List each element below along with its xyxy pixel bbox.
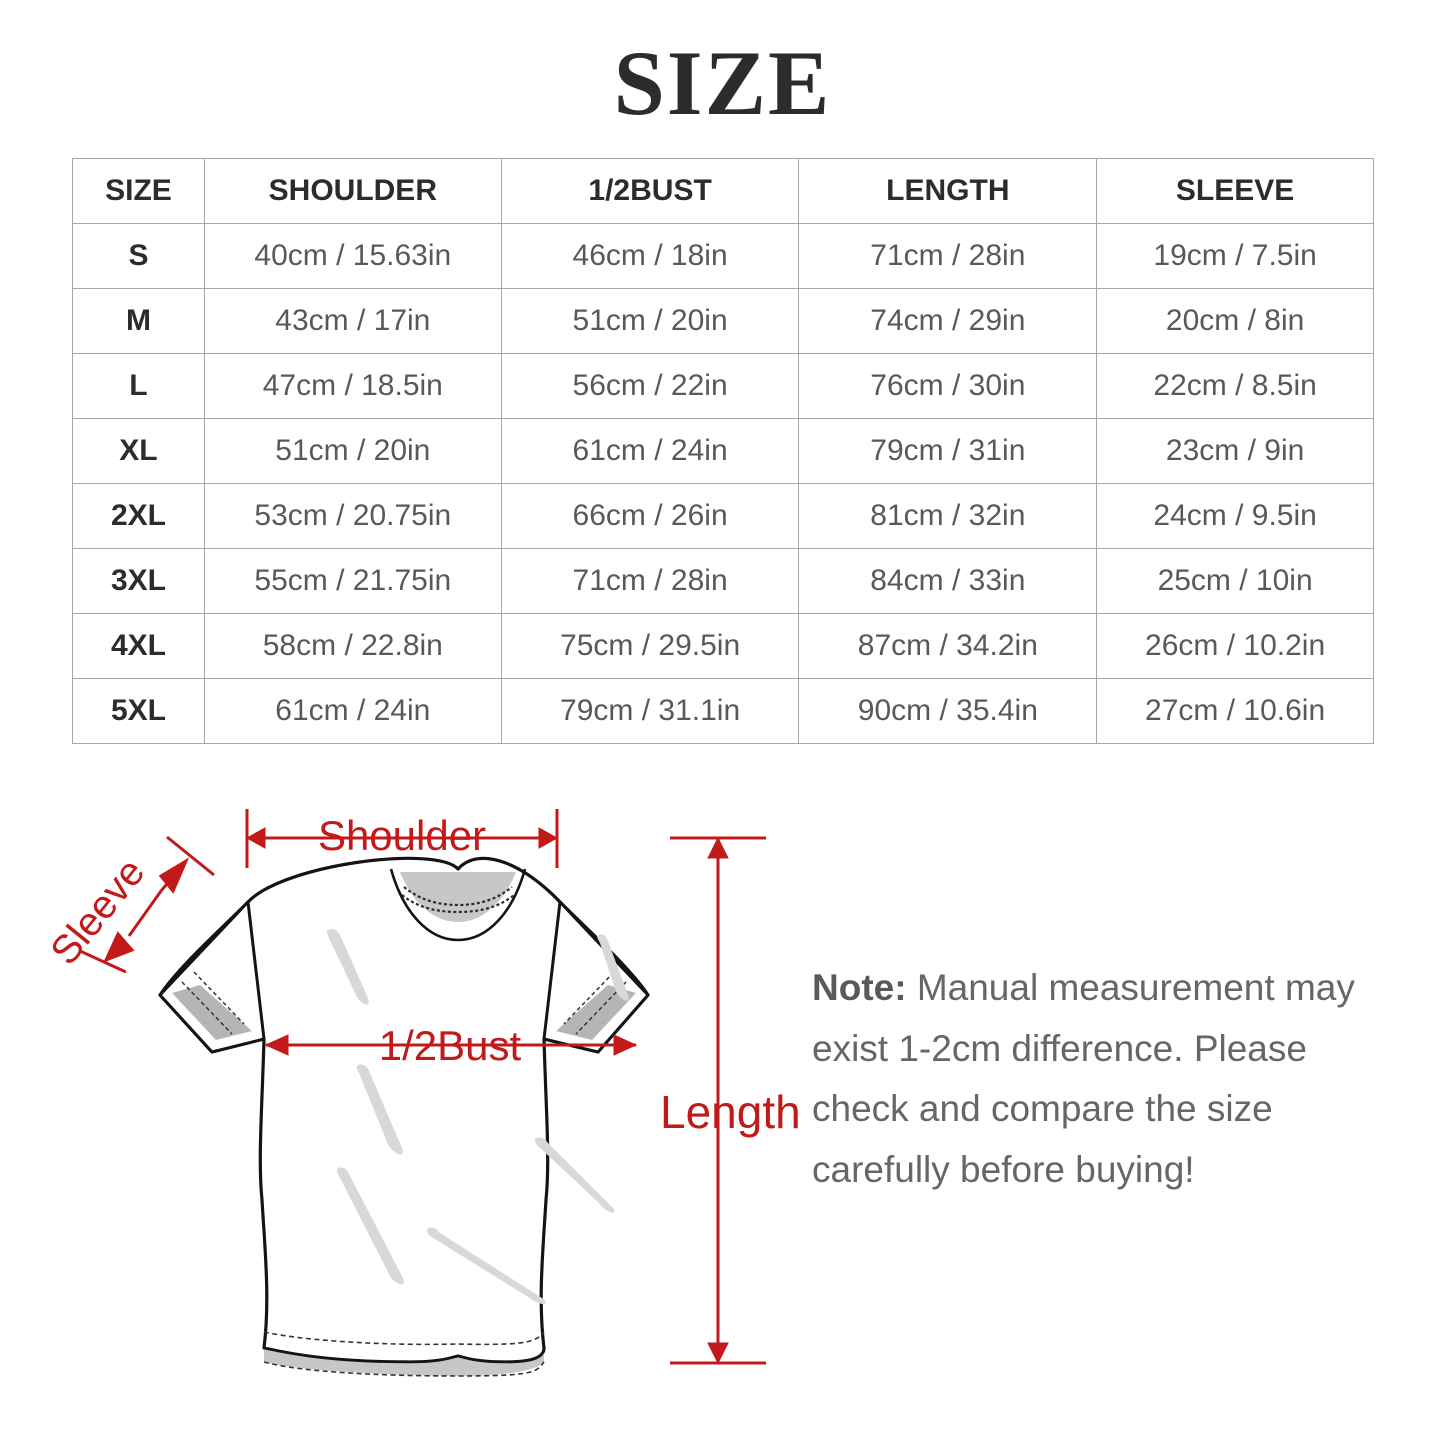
svg-text:1/2Bust: 1/2Bust — [379, 1022, 522, 1069]
svg-text:Sleeve: Sleeve — [42, 850, 153, 973]
svg-text:Shoulder: Shoulder — [318, 812, 486, 859]
svg-text:Length: Length — [660, 1086, 801, 1138]
